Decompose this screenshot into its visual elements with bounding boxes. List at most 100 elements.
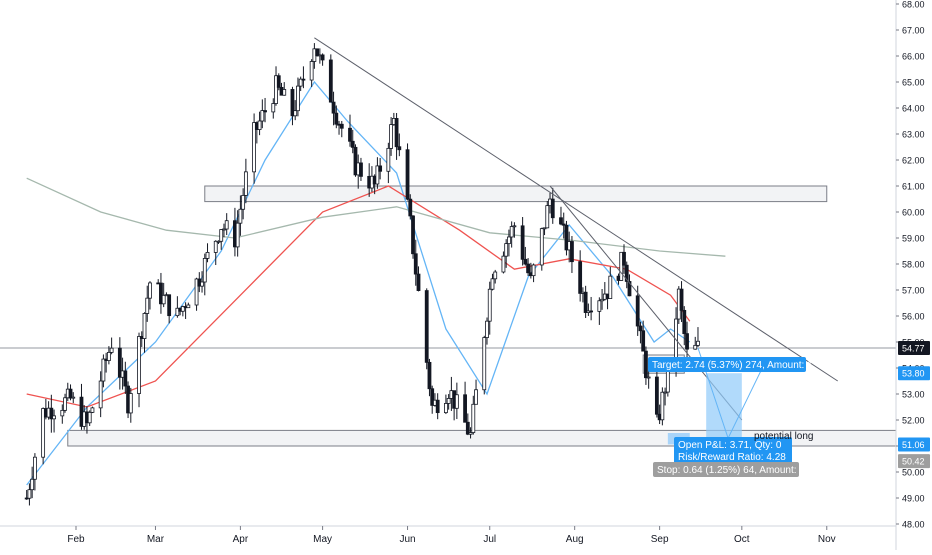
candle-body	[523, 258, 528, 265]
y-tick-label: 62.00	[902, 156, 925, 166]
target-zone	[706, 373, 742, 445]
candle-body	[52, 415, 56, 420]
candle-body	[274, 75, 278, 104]
candle	[638, 321, 643, 344]
candle-body	[520, 225, 525, 260]
pl-label-bg	[674, 437, 792, 464]
x-tick-label: Feb	[67, 534, 85, 545]
candle	[693, 336, 698, 350]
candle-body	[635, 295, 640, 327]
candle	[180, 305, 185, 317]
candle	[219, 229, 224, 250]
candle	[27, 483, 32, 506]
candle-body	[328, 59, 333, 103]
candle-body	[485, 320, 489, 338]
candle	[627, 274, 632, 297]
candle	[142, 312, 147, 353]
candle-body	[186, 304, 191, 309]
pl-label-text: Open P&L: 3.71, Qty: 0	[678, 440, 782, 451]
candle-body	[257, 120, 262, 130]
candle	[320, 53, 325, 66]
candle-body	[482, 337, 487, 391]
candle-body	[583, 291, 588, 313]
y-axis: 48.0049.0050.0051.0052.0053.0054.0055.00…	[895, 0, 932, 550]
x-tick-label: May	[313, 534, 332, 545]
candle	[205, 243, 210, 263]
candle	[600, 289, 604, 310]
candle	[200, 271, 204, 293]
candle	[293, 100, 298, 121]
candle	[474, 379, 478, 405]
candle-body	[468, 432, 473, 435]
candle-body	[501, 255, 506, 273]
candle	[578, 250, 583, 302]
candle-body	[271, 103, 276, 113]
candle-body	[216, 240, 221, 243]
candle-body	[465, 421, 470, 435]
candle-body	[87, 411, 92, 424]
stop-label: Stop: 0.64 (1.25%) 64, Amount: 1	[653, 462, 805, 477]
candle	[282, 82, 287, 96]
candle	[101, 354, 106, 388]
y-tick-label: 59.00	[902, 234, 925, 244]
candle	[90, 406, 95, 414]
candle-body	[60, 409, 65, 417]
candle-body	[353, 146, 358, 176]
candle-body	[682, 309, 687, 335]
pl-label-text: Risk/Reward Ratio: 4.28	[678, 452, 786, 463]
candle-body	[487, 288, 492, 322]
price-label: 53.80	[898, 366, 930, 381]
candle-body	[282, 89, 287, 96]
candle	[331, 91, 336, 126]
moving-average-line	[26, 177, 726, 257]
candle-body	[493, 271, 498, 280]
x-tick-label: Oct	[734, 534, 750, 545]
y-tick-label: 57.00	[902, 286, 925, 296]
x-tick-label: Mar	[147, 534, 165, 545]
candle-body	[416, 273, 421, 291]
candle-body	[542, 227, 547, 230]
candle-body	[589, 310, 594, 313]
y-tick-label: 65.00	[902, 78, 925, 88]
x-axis-bg	[0, 526, 932, 550]
candle-body	[597, 300, 602, 312]
candle	[106, 346, 111, 365]
candle-body	[315, 48, 320, 57]
candle	[454, 382, 459, 420]
candle-body	[71, 396, 76, 399]
candle	[359, 157, 363, 181]
candle-body	[622, 251, 626, 266]
price-label-text: 54.77	[902, 343, 925, 353]
candle	[49, 394, 54, 433]
candle-body	[219, 229, 224, 242]
candle-body	[693, 344, 698, 350]
candle	[41, 407, 46, 465]
candle	[235, 210, 240, 257]
candle	[252, 113, 257, 184]
candle-body	[641, 330, 646, 352]
candle-body	[624, 264, 629, 282]
candle-body	[33, 456, 37, 480]
candle	[296, 77, 300, 117]
candle	[501, 251, 506, 274]
candle	[416, 266, 421, 292]
candle-body	[619, 251, 624, 281]
candle-body	[644, 350, 648, 379]
candle	[375, 157, 380, 189]
x-tick-label: Aug	[566, 534, 584, 545]
candle	[213, 240, 218, 266]
candle-body	[263, 110, 267, 113]
candle	[328, 54, 333, 103]
stop-label-bg	[653, 462, 799, 477]
candle	[654, 364, 659, 418]
candle	[463, 381, 467, 423]
candle-body	[512, 225, 517, 228]
candle	[646, 368, 651, 389]
candle	[413, 239, 418, 286]
candle	[679, 281, 684, 323]
candle	[622, 244, 626, 274]
candle	[493, 269, 498, 284]
y-tick-label: 48.00	[902, 520, 925, 530]
candle-body	[405, 149, 410, 200]
